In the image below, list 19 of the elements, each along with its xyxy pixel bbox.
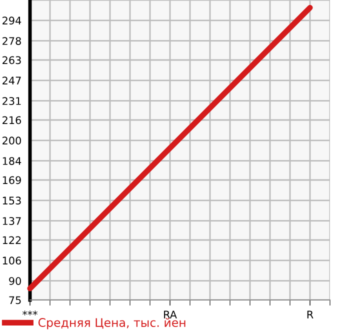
y-tick-label: 200 — [2, 136, 21, 145]
y-tick-label: 122 — [2, 236, 21, 244]
y-tick-label: 169 — [2, 176, 21, 184]
y-tick-label: 184 — [2, 157, 22, 165]
y-tick-label: 106 — [2, 256, 22, 265]
y-tick-label: 263 — [2, 56, 21, 64]
y-tick-label: 247 — [2, 76, 21, 84]
x-tick-label: RA — [164, 310, 177, 318]
y-tick-label: 216 — [2, 116, 22, 124]
y-tick-label: 231 — [2, 97, 21, 105]
y-tick-label: 75 — [9, 296, 21, 304]
x-tick-label: R — [307, 310, 314, 318]
legend-label: Средняя Цена, тыс. йен — [38, 318, 186, 330]
y-tick-label: 137 — [2, 217, 21, 225]
y-tick-label: 278 — [2, 37, 21, 45]
y-tick-label: 294 — [2, 16, 22, 25]
y-tick-label: 153 — [2, 196, 21, 205]
y-tick-label: 90 — [9, 277, 21, 285]
x-tick-label: *** — [22, 310, 38, 316]
